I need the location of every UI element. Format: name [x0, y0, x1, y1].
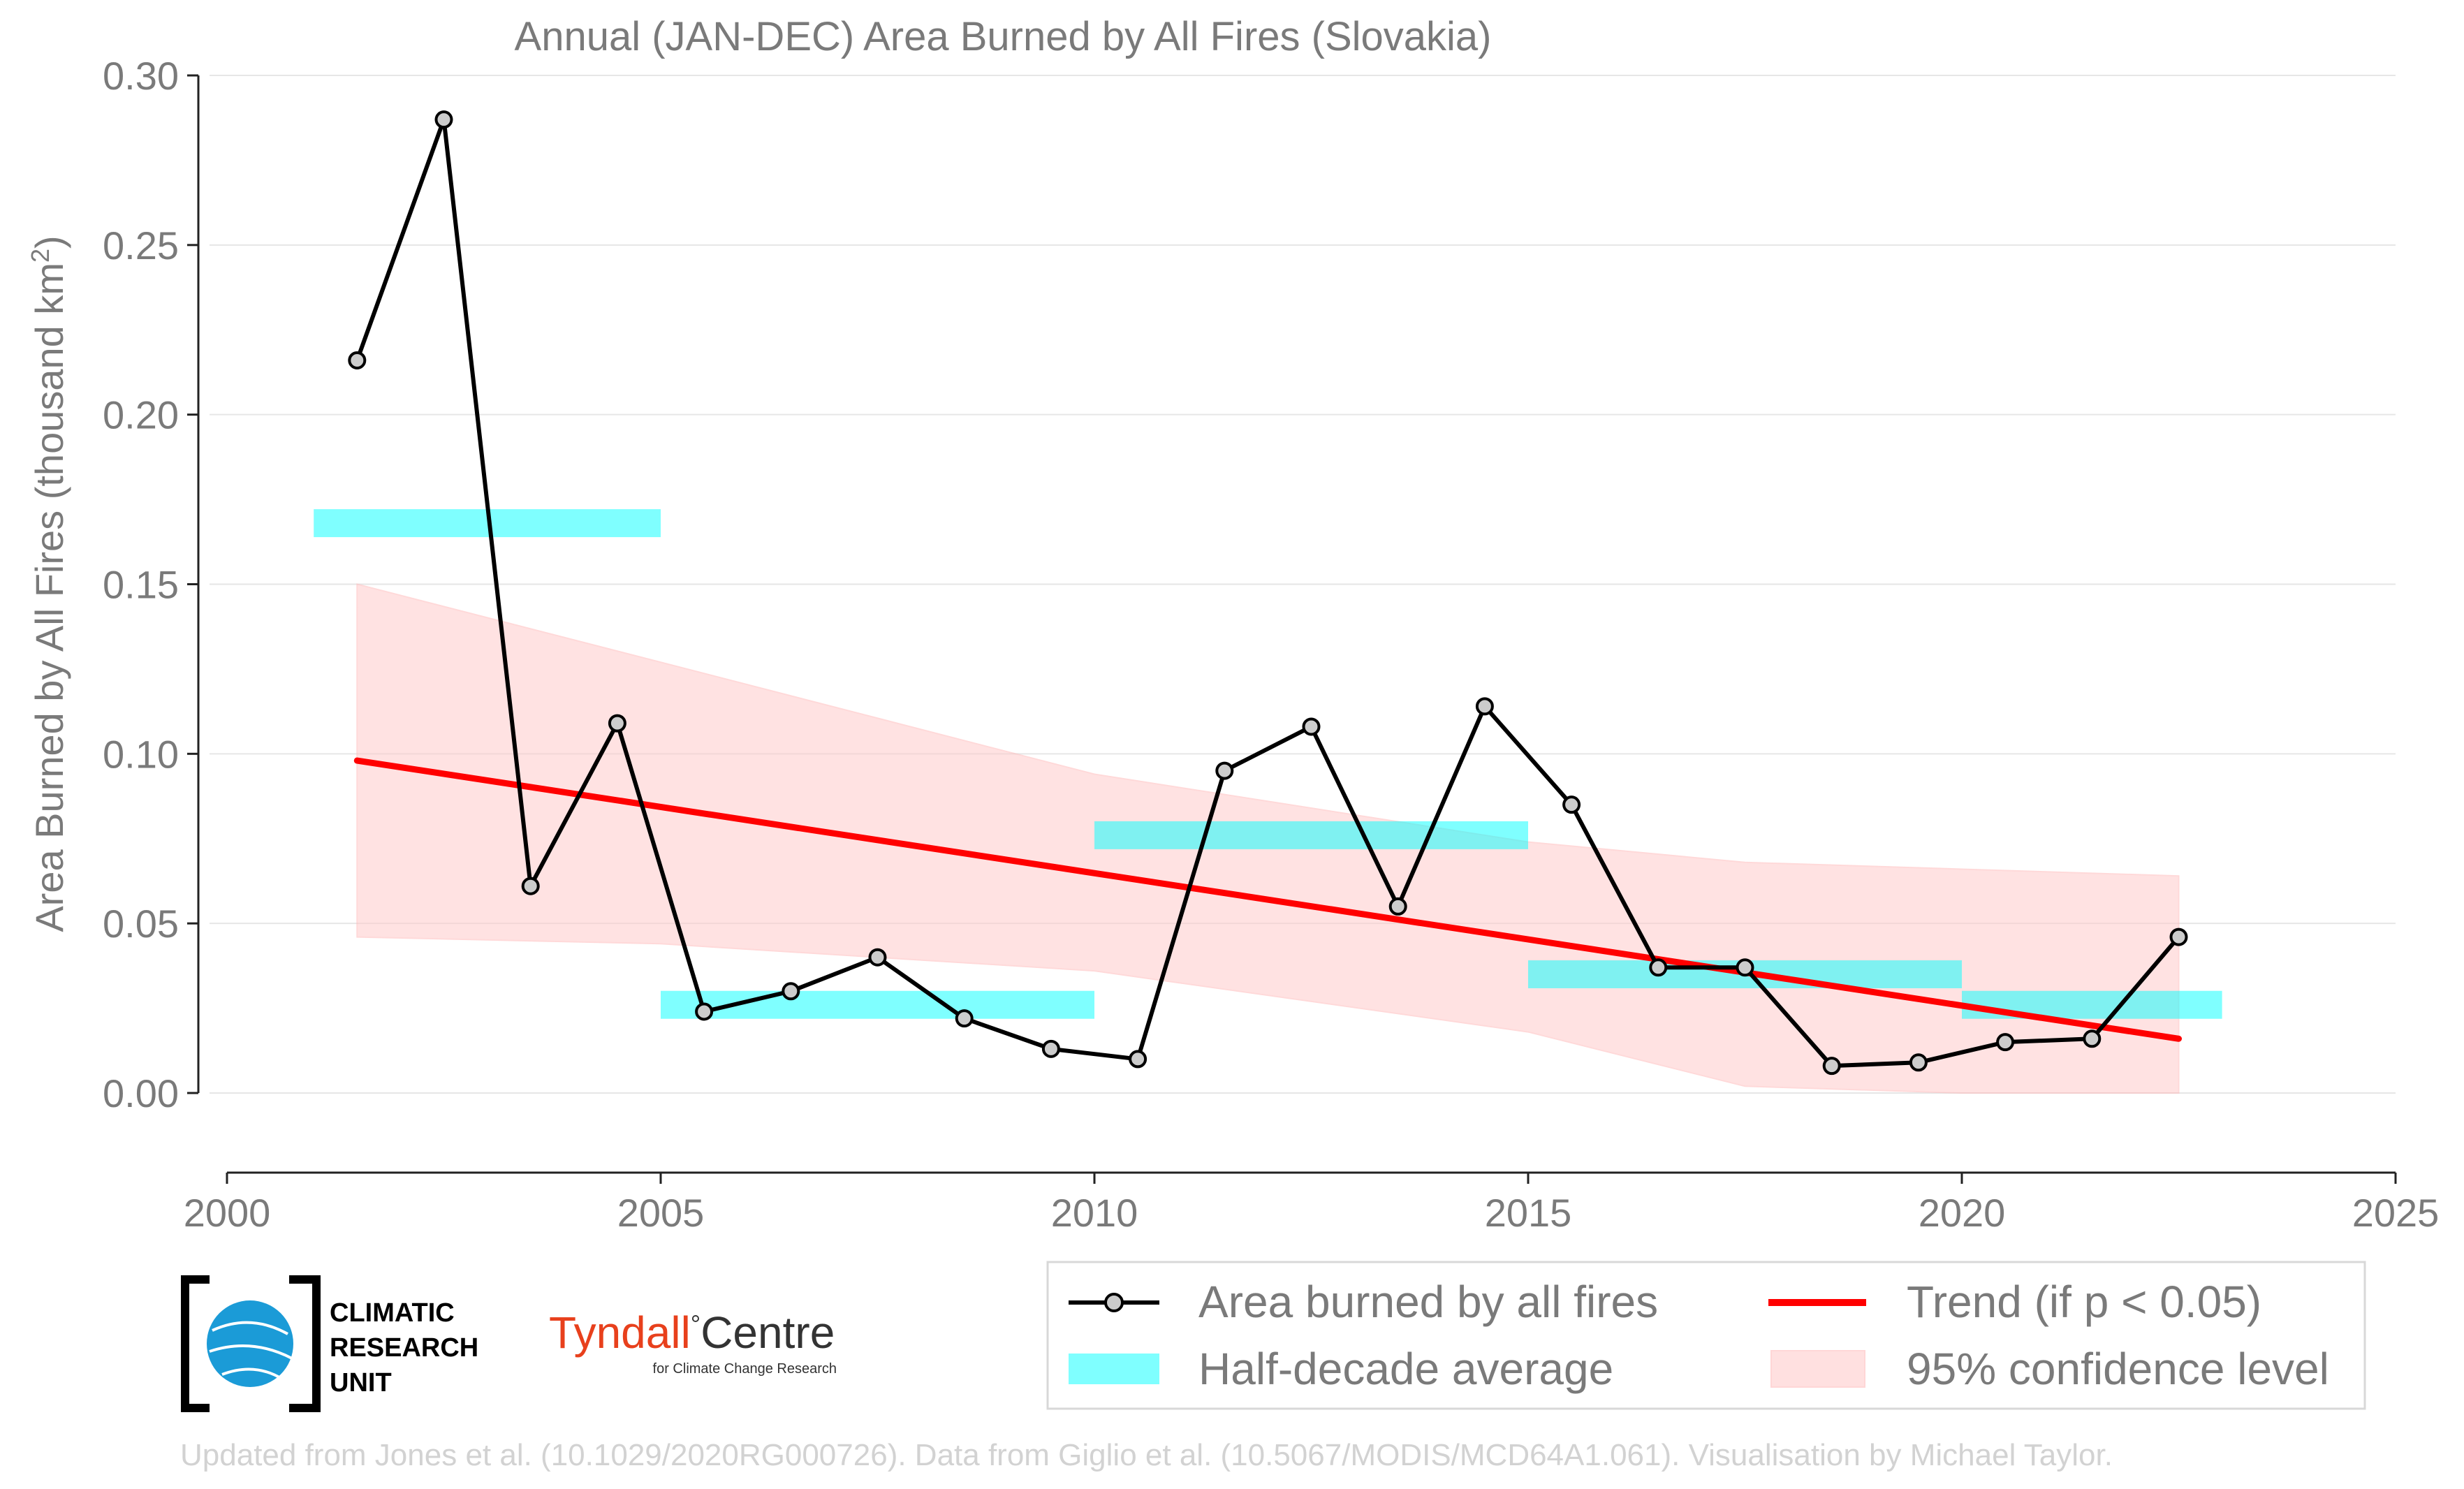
data-point — [348, 351, 367, 369]
legend-label-confidence: 95% confidence level — [1907, 1344, 2329, 1394]
cru-logo-bracket-right — [289, 1275, 321, 1412]
data-point — [521, 876, 540, 895]
y-tick-label: 0.10 — [103, 732, 179, 776]
y-axis-label-end: ) — [27, 235, 71, 249]
data-point — [1562, 795, 1581, 814]
data-point — [1215, 761, 1234, 780]
data-point — [955, 1009, 974, 1028]
data-point — [1909, 1053, 1928, 1072]
cru-globe-icon — [207, 1300, 293, 1387]
tyndall-centre-word: Centre — [701, 1307, 835, 1358]
legend-label-area: Area burned by all fires — [1198, 1277, 1658, 1327]
data-point — [1649, 958, 1668, 977]
cru-logo: CLIMATIC RESEARCH UNIT — [181, 1275, 478, 1412]
tyndall-word: Tyndall — [549, 1307, 691, 1358]
cru-line-3: UNIT — [330, 1368, 392, 1398]
x-tick-label: 2025 — [2352, 1191, 2440, 1235]
tyndall-wordmark: Tyndall°Centre — [549, 1307, 835, 1358]
data-point — [782, 982, 800, 1001]
y-tick-label: 0.00 — [103, 1071, 179, 1115]
tyndall-subtitle: for Climate Change Research — [653, 1361, 837, 1377]
chart-title: Annual (JAN-DEC) Area Burned by All Fire… — [515, 14, 1492, 59]
cru-globe-line — [221, 1367, 284, 1381]
legend-label-trend: Trend (if p < 0.05) — [1907, 1277, 2261, 1327]
y-tick-label: 0.20 — [103, 393, 179, 437]
cru-logo-bracket-left — [181, 1275, 210, 1412]
half-decade-bar — [1094, 821, 1528, 849]
series-group — [348, 110, 2188, 1076]
y-tick-label: 0.15 — [103, 563, 179, 607]
cru-globe-line — [209, 1344, 293, 1360]
x-tick-label: 2010 — [1051, 1191, 1138, 1235]
trend-group — [353, 757, 2182, 1042]
y-tick-label: 0.05 — [103, 902, 179, 946]
data-point — [2169, 927, 2188, 946]
legend: Area burned by all fires Trend (if p < 0… — [1046, 1261, 2366, 1410]
trend-line — [353, 757, 2182, 1042]
legend-box — [1046, 1261, 2366, 1410]
cru-globe-line — [212, 1321, 288, 1335]
data-point — [1736, 958, 1754, 977]
y-tick-label: 0.25 — [103, 223, 179, 267]
legend-confidence-swatch — [1770, 1350, 1865, 1388]
tyndall-logo: Tyndall°Centre for Climate Change Resear… — [549, 1307, 837, 1377]
data-point — [1996, 1033, 2015, 1052]
data-point — [1388, 897, 1407, 916]
y-ticks: 0.00 0.05 0.10 0.15 0.20 0.25 0.30 — [103, 54, 198, 1115]
data-point — [608, 714, 626, 733]
cru-line-2: RESEARCH — [330, 1333, 478, 1363]
x-tick-label: 2020 — [1919, 1191, 2006, 1235]
cru-line-1: CLIMATIC — [330, 1298, 455, 1328]
data-point — [868, 948, 887, 967]
data-point — [1302, 717, 1321, 736]
credit-line: Updated from Jones et al. (10.1029/2020R… — [180, 1438, 2113, 1472]
data-point — [434, 110, 453, 129]
legend-marker-swatch — [1104, 1293, 1124, 1312]
tyndall-degree: ° — [691, 1310, 701, 1338]
data-point — [1475, 697, 1494, 716]
y-axis-label: Area Burned by All Fires (thousand km2) — [26, 235, 72, 932]
data-point — [1129, 1050, 1147, 1069]
y-tick-label: 0.30 — [103, 54, 179, 98]
x-tick-label: 2005 — [617, 1191, 705, 1235]
data-point — [2083, 1029, 2102, 1048]
x-tick-label: 2000 — [184, 1191, 271, 1235]
area-burned-line — [355, 117, 2180, 1069]
legend-half-decade-swatch — [1069, 1354, 1159, 1384]
y-axis-label-sup: 2 — [26, 249, 54, 263]
x-ticks: 2000 2005 2010 2015 2020 2025 — [184, 1173, 2440, 1235]
x-tick-label: 2015 — [1485, 1191, 1572, 1235]
data-point — [1822, 1057, 1841, 1076]
data-point — [1041, 1039, 1060, 1058]
legend-label-half-decade: Half-decade average — [1198, 1344, 1613, 1394]
data-point — [695, 1002, 714, 1021]
y-axis-label-main: Area Burned by All Fires (thousand km — [27, 263, 71, 932]
